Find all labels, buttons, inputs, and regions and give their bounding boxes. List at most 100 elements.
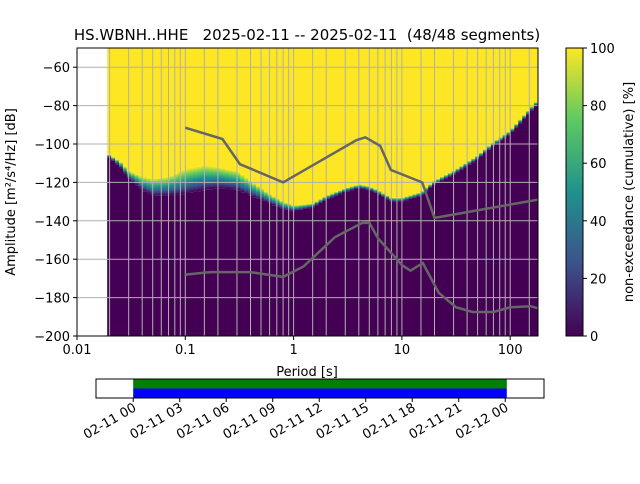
ppsd-column-high [295,48,300,206]
ppsd-column-high [185,48,191,169]
ppsd-column-high [377,48,382,191]
colorbar-tick-label: 60 [590,157,607,172]
ppsd-column-high [118,48,124,163]
ppsd-column-transition [400,197,406,202]
ppsd-column-low [244,193,249,336]
ppsd-column-high [506,48,512,132]
ppsd-column-high [404,48,410,197]
ppsd-column-high [420,48,425,191]
colorbar-tick-label: 100 [590,42,615,57]
ppsd-column-transition [240,174,245,193]
ppsd-column-high [443,48,449,175]
ppsd-column-transition [443,174,449,179]
ppsd-column-high [424,48,429,188]
ppsd-column-transition [412,193,418,198]
x-axis: 0.01 0.1 1 10 100 [63,336,523,358]
ppsd-column-high [338,48,343,191]
ppsd-column-low [526,114,531,336]
ppsd-column-transition [506,131,512,136]
ppsd-column-transition [526,110,531,115]
ppsd-column-high [216,48,222,168]
coverage-tick-label: 02-12 00 [453,400,511,442]
chart-title: HS.WBNH..HHE 2025-02-11 -- 2025-02-11 (4… [74,26,540,44]
ppsd-column-high [436,48,441,179]
ppsd-column-high [353,48,359,186]
ppsd-column-high [518,48,523,120]
ppsd-column-high [416,48,421,193]
ppsd-column-high [220,48,226,169]
ppsd-column-high [236,48,241,172]
ppsd-column-transition [471,158,476,163]
ppsd-column-transition [326,194,331,199]
ppsd-column-transition [255,185,261,199]
ppsd-column-low [275,206,281,336]
ppsd-column-transition [522,115,527,119]
ppsd-column-low [530,110,535,336]
ppsd-column-low [306,208,312,336]
ppsd-column-transition [357,184,363,189]
ppsd-column-low [342,192,347,336]
ppsd-column-low [408,198,414,336]
ppsd-column-low [154,195,159,336]
ppsd-column-high [400,48,406,198]
y-tick-label: −100 [34,138,70,153]
ppsd-column-high [392,48,398,198]
ppsd-column-transition [486,145,492,150]
ppsd-column-transition [518,119,523,124]
ppsd-column-transition [416,192,421,197]
ppsd-column-high [181,48,187,170]
ppsd-column-transition [134,174,140,186]
ppsd-column-high [111,48,116,158]
ppsd-column-low [498,140,504,336]
ppsd-column-transition [161,177,167,196]
ppsd-column-low [326,198,331,336]
ppsd-column-low [122,173,128,336]
ppsd-column-high [510,48,515,129]
ppsd-column-low [330,197,335,336]
ppsd-column-transition [479,152,484,157]
ppsd-column-high [161,48,167,178]
ppsd-column-high [498,48,504,138]
ppsd-column-high [342,48,347,189]
ppsd-column-high [212,48,218,167]
colorbar-axis: 0 20 40 60 80 100 [583,42,615,345]
ppsd-column-high [232,48,237,171]
ppsd-column-low [334,195,339,336]
ppsd-column-transition [154,178,159,196]
ppsd-column-high [447,48,453,173]
nhnm-line [184,126,538,220]
ppsd-column-transition [498,137,504,141]
plot-frame [76,47,539,337]
ppsd-column-transition [318,199,324,203]
ppsd-column-transition [205,165,210,190]
ppsd-column-high [381,48,386,194]
ppsd-column-low [349,190,355,336]
ppsd-column-low [161,195,167,336]
ppsd-column-transition [377,190,382,195]
ppsd-column-low [506,135,512,336]
ppsd-column-transition [447,172,453,177]
ppsd-column-high [514,48,519,124]
ppsd-column-transition [295,205,300,211]
y-tick-label: −160 [34,253,70,268]
ppsd-column-low [357,188,363,336]
ppsd-column-low [396,201,402,336]
ppsd-heatmap [107,48,538,336]
ppsd-column-high [228,48,234,170]
ppsd-column-low [494,143,500,336]
colorbar-tick-label: 0 [590,330,598,345]
ppsd-column-transition [224,168,230,190]
ppsd-column-high [361,48,367,186]
ppsd-column-transition [459,165,465,170]
ppsd-column-transition [201,165,206,191]
ppsd-column-low [173,195,179,336]
ppsd-column-transition [306,203,312,209]
ppsd-column-low [271,205,277,336]
ppsd-column-transition [533,102,538,106]
ppsd-column-transition [244,177,249,194]
ppsd-column-high [533,48,538,103]
ppsd-column-high [240,48,245,175]
ppsd-column-transition [236,171,241,191]
ppsd-column-low [392,201,398,336]
ppsd-column-low [373,192,378,336]
